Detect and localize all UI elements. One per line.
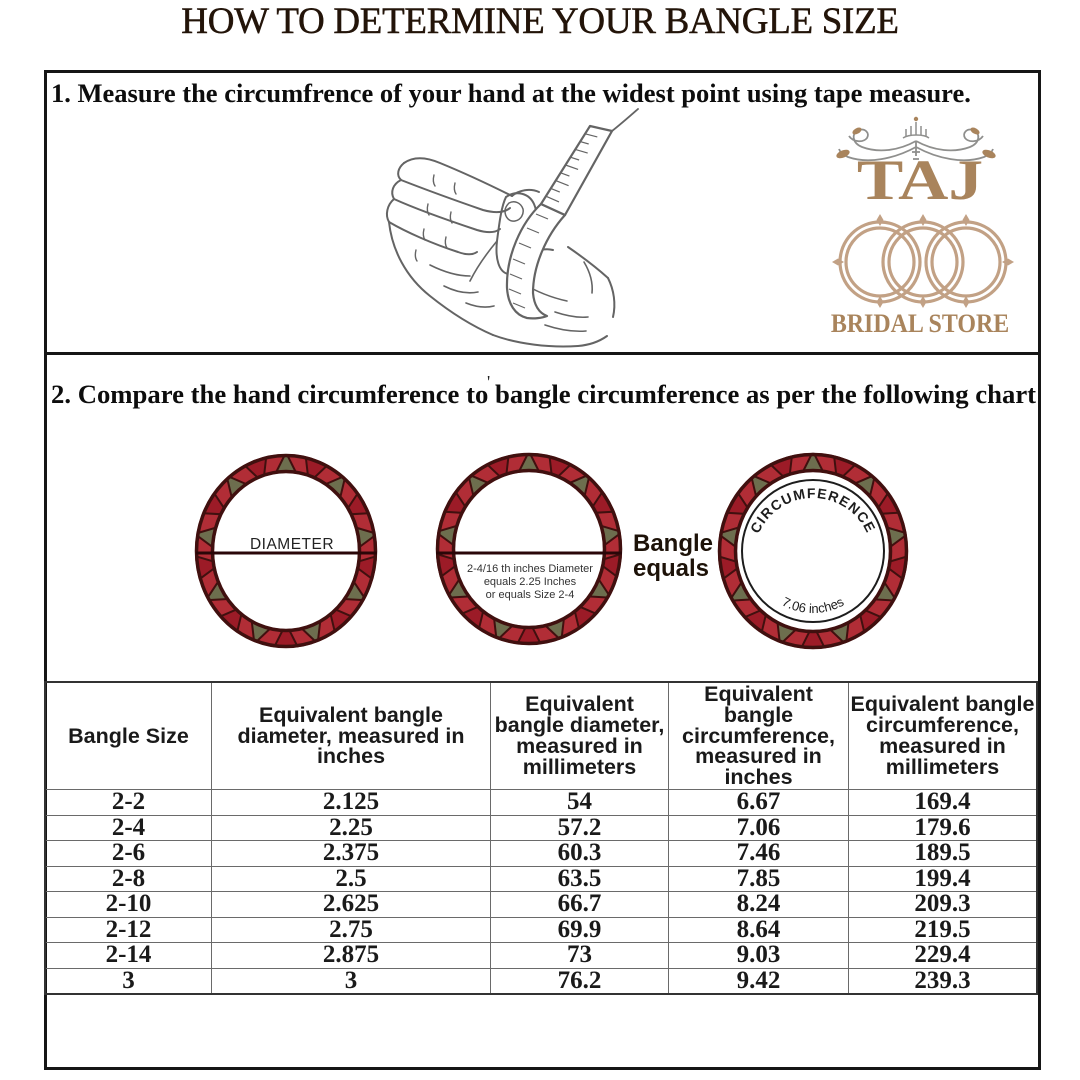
svg-text:DIAMETER: DIAMETER [250, 536, 334, 553]
svg-text:2-4/16 th inches Diameter: 2-4/16 th inches Diameter [467, 563, 593, 575]
svg-text:or equals Size 2-4: or equals Size 2-4 [486, 589, 575, 601]
svg-text:7.06 inches: 7.06 inches [780, 594, 847, 616]
svg-text:equals 2.25 Inches: equals 2.25 Inches [484, 576, 577, 588]
